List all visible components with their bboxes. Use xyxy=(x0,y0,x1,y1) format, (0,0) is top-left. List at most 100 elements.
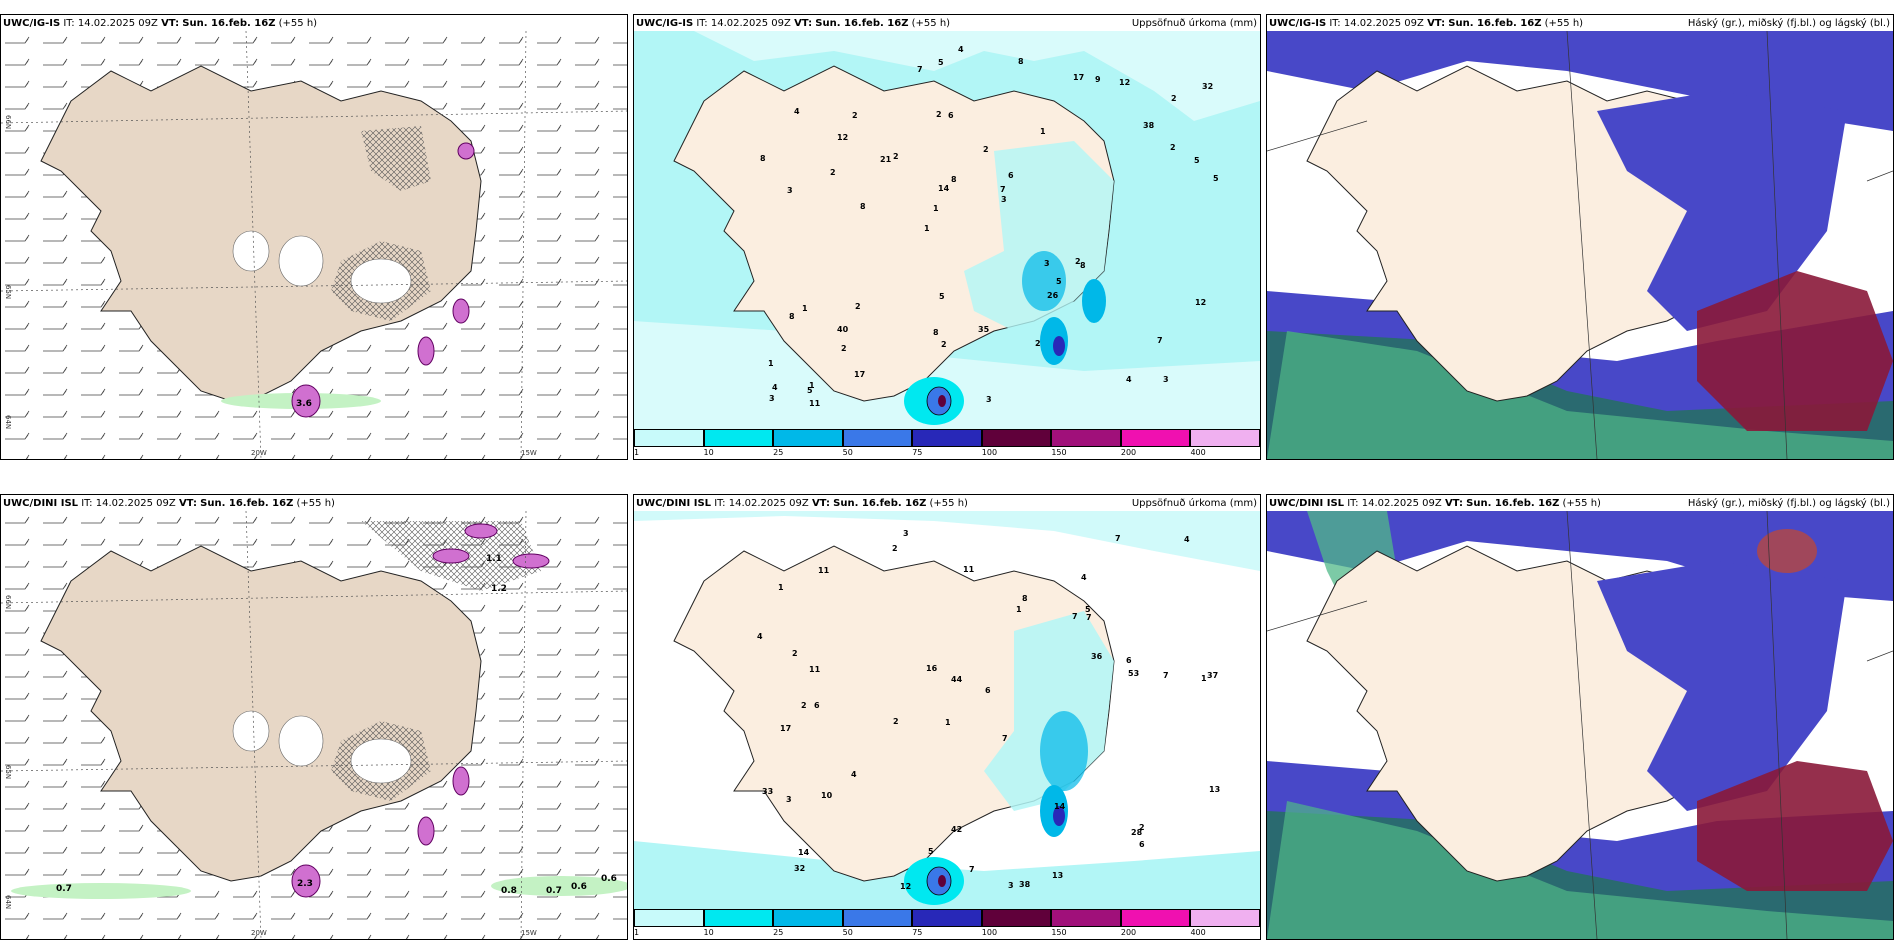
lat-tick: 64N xyxy=(4,895,12,910)
precip-value: 35 xyxy=(978,325,990,334)
precip-value: 38 xyxy=(1143,121,1155,130)
precip-value: 3 xyxy=(769,394,775,403)
legend-label: 10 xyxy=(703,448,714,457)
precip-value: 21 xyxy=(880,155,892,164)
precip-value: 12 xyxy=(1195,298,1206,307)
precip-value: 4 xyxy=(772,383,778,392)
legend-label: 1 xyxy=(634,928,640,937)
precip-value: 7 xyxy=(1086,613,1092,622)
precip-value: 28 xyxy=(1131,828,1143,837)
legend-swatch xyxy=(1190,429,1260,447)
legend-label: 200 xyxy=(1120,448,1137,457)
precip-value: 8 xyxy=(1018,57,1024,66)
precip-value: 40 xyxy=(837,325,849,334)
legend-swatch xyxy=(912,909,982,927)
precip-value: 11 xyxy=(809,399,821,408)
legend-swatch xyxy=(703,429,774,447)
legend-label: 50 xyxy=(842,928,853,937)
legend-swatch xyxy=(634,429,704,447)
precip-value: 3 xyxy=(1008,881,1014,890)
precip-value: 1 xyxy=(1016,605,1022,614)
precip-value: 1 xyxy=(778,583,784,592)
precip-legend: 1 10 25 50 75 100 150 200 400 xyxy=(634,909,1260,939)
precip-value: 12 xyxy=(900,882,911,891)
panel-header: UWC/IG-IS IT: 14.02.2025 09Z VT: Sun. 16… xyxy=(1269,18,1584,29)
precip-value: 16 xyxy=(926,664,938,673)
wind-map: 3.6 xyxy=(1,31,627,459)
cloud-map-row2 xyxy=(1267,511,1893,939)
wind-value-label: 2.3 xyxy=(297,879,313,889)
precip-value: 7 xyxy=(1002,734,1008,743)
precip-value: 6 xyxy=(1008,171,1014,180)
panel-title-right: Háský (gr.), miðský (fj.bl.) og lágský (… xyxy=(1687,498,1890,509)
precip-value: 8 xyxy=(760,154,766,163)
wind-value-label: 0.6 xyxy=(601,874,617,884)
precip-value: 2 xyxy=(1170,143,1176,152)
precip-value: 6 xyxy=(1139,840,1145,849)
precip-value: 5 xyxy=(807,386,813,395)
precip-legend: 1 10 25 50 75 100 150 200 400 xyxy=(634,429,1260,459)
precip-value: 6 xyxy=(814,701,820,710)
precip-value: 3 xyxy=(986,395,992,404)
legend-swatch xyxy=(1051,429,1121,447)
precip-value: 8 xyxy=(951,175,957,184)
precip-value: 26 xyxy=(1047,291,1059,300)
precip-value: 33 xyxy=(762,787,773,796)
precip-value: 5 xyxy=(1213,174,1219,183)
precip-value: 13 xyxy=(1052,871,1063,880)
legend-label: 150 xyxy=(1051,928,1067,937)
legend-label: 150 xyxy=(1051,448,1067,457)
precip-value: 2 xyxy=(1035,339,1041,348)
legend-swatch xyxy=(842,429,913,447)
precip-value: 8 xyxy=(789,312,795,321)
panel-title-right: Háský (gr.), miðský (fj.bl.) og lágský (… xyxy=(1687,18,1890,29)
legend-label: 50 xyxy=(842,448,853,457)
legend-label: 1 xyxy=(634,448,640,457)
legend-swatch xyxy=(981,429,1052,447)
wind-value-label: 1.2 xyxy=(491,584,507,594)
lat-tick: 65N xyxy=(4,765,12,780)
precip-value: 8 xyxy=(1022,594,1028,603)
precip-value: 1 xyxy=(945,718,951,727)
wind-map-row2: 1.1 1.2 2.3 0.7 0.8 0.7 0.6 0.6 xyxy=(1,511,627,939)
precip-value: 32 xyxy=(1202,82,1213,91)
precip-value: 37 xyxy=(1207,671,1218,680)
lon-tick: 15W xyxy=(521,929,537,937)
legend-label: 100 xyxy=(981,448,998,457)
precip-value: 2 xyxy=(830,168,836,177)
panel-header: UWC/IG-IS IT: 14.02.2025 09Z VT: Sun. 16… xyxy=(3,18,318,29)
precip-value: 3 xyxy=(1044,259,1050,268)
panel-wind-row2: UWC/DINI ISL IT: 14.02.2025 09Z VT: Sun.… xyxy=(0,494,628,940)
panel-title-right: Uppsöfnuð úrkoma (mm) xyxy=(1131,498,1257,509)
precip-value: 4 xyxy=(958,45,964,54)
legend-swatch xyxy=(842,909,913,927)
lat-tick: 66N xyxy=(4,595,12,610)
precip-value: 4 xyxy=(1081,573,1087,582)
precip-value: 12 xyxy=(837,133,848,142)
precip-value: 8 xyxy=(933,328,939,337)
precip-value: 2 xyxy=(893,152,899,161)
precip-value: 44 xyxy=(951,675,963,684)
precip-value: 1 xyxy=(924,224,930,233)
panel-title-right: Uppsöfnuð úrkoma (mm) xyxy=(1131,18,1257,29)
precip-value: 2 xyxy=(941,340,947,349)
cloud-map-row1 xyxy=(1267,31,1893,459)
precip-value: 7 xyxy=(1157,336,1163,345)
wind-value-label: 0.8 xyxy=(501,886,517,896)
precip-value: 4 xyxy=(1126,375,1132,384)
wind-value-label: 0.7 xyxy=(546,886,562,896)
precip-value: 5 xyxy=(1056,277,1062,286)
precip-value: 3 xyxy=(786,795,792,804)
legend-label: 200 xyxy=(1120,928,1137,937)
precip-value: 14 xyxy=(798,848,810,857)
precip-value: 6 xyxy=(948,111,954,120)
precip-value: 8 xyxy=(860,202,866,211)
precip-value: 2 xyxy=(892,544,898,553)
precip-value: 13 xyxy=(1209,785,1220,794)
precip-value: 1 xyxy=(802,304,808,313)
panel-header: UWC/IG-IS IT: 14.02.2025 09Z VT: Sun. 16… xyxy=(636,18,951,29)
legend-label: 25 xyxy=(773,928,784,937)
precip-value: 2 xyxy=(1075,257,1081,266)
precip-value: 36 xyxy=(1091,652,1103,661)
